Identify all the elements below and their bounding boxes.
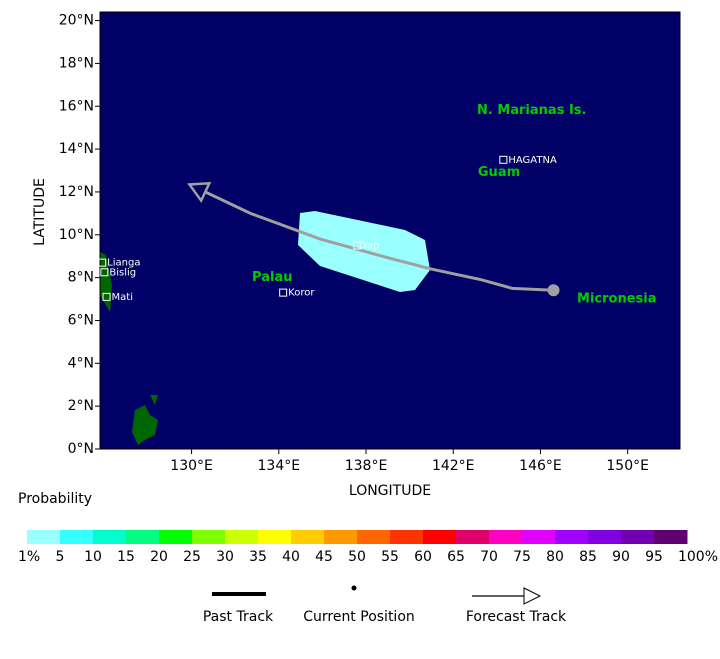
y-tick-label: 12°N [59,184,94,200]
y-tick-label: 0°N [68,441,94,457]
legend-tick-label: 35 [249,549,267,565]
legend-tick-label: 1% [18,549,40,565]
legend-tick-label: 80 [546,549,564,565]
x-tick-label: 138°E [345,458,388,474]
forecast-track-symbol [523,587,542,605]
place-label: Koror [288,288,315,299]
legend-tick-label: 10 [84,549,102,565]
legend-swatch [489,530,523,544]
legend-swatch [654,530,688,544]
legend-swatch [27,530,61,544]
place-label: Yap [361,240,379,251]
legend-swatch [258,530,292,544]
y-tick-label: 8°N [68,270,94,286]
legend-swatch [324,530,358,544]
legend-tick-label: 95 [645,549,663,565]
legend-tick-label: 60 [414,549,432,565]
legend-swatch [456,530,490,544]
track-arrowhead [187,181,212,204]
current-position-symbol [351,585,357,591]
place-label: Bislig [109,267,136,278]
legend-swatch [588,530,622,544]
y-axis-title: LATITUDE [32,178,48,246]
y-tick-label: 14°N [59,141,94,157]
x-tick-label: 142°E [432,458,475,474]
legend-tick-label: 50 [348,549,366,565]
legend-tick-label: 5 [56,549,65,565]
x-axis-title: LONGITUDE [349,483,431,499]
legend-tick-label: 85 [579,549,597,565]
legend-swatch [159,530,193,544]
place-marker [353,241,362,250]
legend-tick-label: 20 [150,549,168,565]
y-tick-label: 4°N [68,355,94,371]
legend-tick-label: 55 [381,549,399,565]
legend-swatch [555,530,589,544]
place-label: Lianga [107,258,140,269]
place-marker [100,268,109,277]
legend-tick-label: 100% [678,549,718,565]
y-tick-label: 20°N [59,13,94,29]
region-label: Micronesia [577,292,656,307]
region-label: Palau [252,270,292,285]
legend-tick-label: 75 [513,549,531,565]
legend-swatch [291,530,325,544]
x-tick-label: 130°E [170,458,213,474]
legend-swatch [390,530,424,544]
x-tick-label: 146°E [519,458,562,474]
legend-swatch [423,530,457,544]
legend-swatch [93,530,127,544]
place-marker [98,258,107,267]
legend-swatch [522,530,556,544]
legend-tick-label: 70 [480,549,498,565]
legend-label: Forecast Track [466,609,567,625]
place-label: HAGATNA [508,155,557,166]
place-marker [279,288,288,297]
legend-swatch [225,530,259,544]
legend-tick-label: 90 [612,549,630,565]
y-tick-label: 16°N [59,98,94,114]
current-position [547,284,560,297]
x-tick-label: 134°E [258,458,301,474]
y-tick-label: 10°N [59,227,94,243]
legend-tick-label: 40 [282,549,300,565]
legend-swatch [357,530,391,544]
place-marker [102,292,111,301]
y-tick-label: 2°N [68,398,94,414]
legend-swatch [126,530,160,544]
forecast-track [188,183,554,292]
x-tick-label: 150°E [606,458,649,474]
legend-swatch [621,530,655,544]
legend-swatch [60,530,94,544]
legend-tick-label: 45 [315,549,333,565]
legend-tick-label: 65 [447,549,465,565]
legend-title: Probability [18,491,92,507]
region-label: N. Marianas Is. [477,103,587,118]
place-label: Mati [112,292,133,303]
legend-swatch [192,530,226,544]
y-tick-label: 6°N [68,312,94,328]
legend-label: Past Track [203,609,274,625]
legend-label: Current Position [303,609,415,625]
place-marker [499,155,508,164]
legend-tick-label: 25 [183,549,201,565]
legend-tick-label: 15 [117,549,135,565]
legend-tick-label: 30 [216,549,234,565]
region-label: Guam [478,165,520,180]
land [132,395,158,445]
y-tick-label: 18°N [59,55,94,71]
map-frame [99,11,681,450]
